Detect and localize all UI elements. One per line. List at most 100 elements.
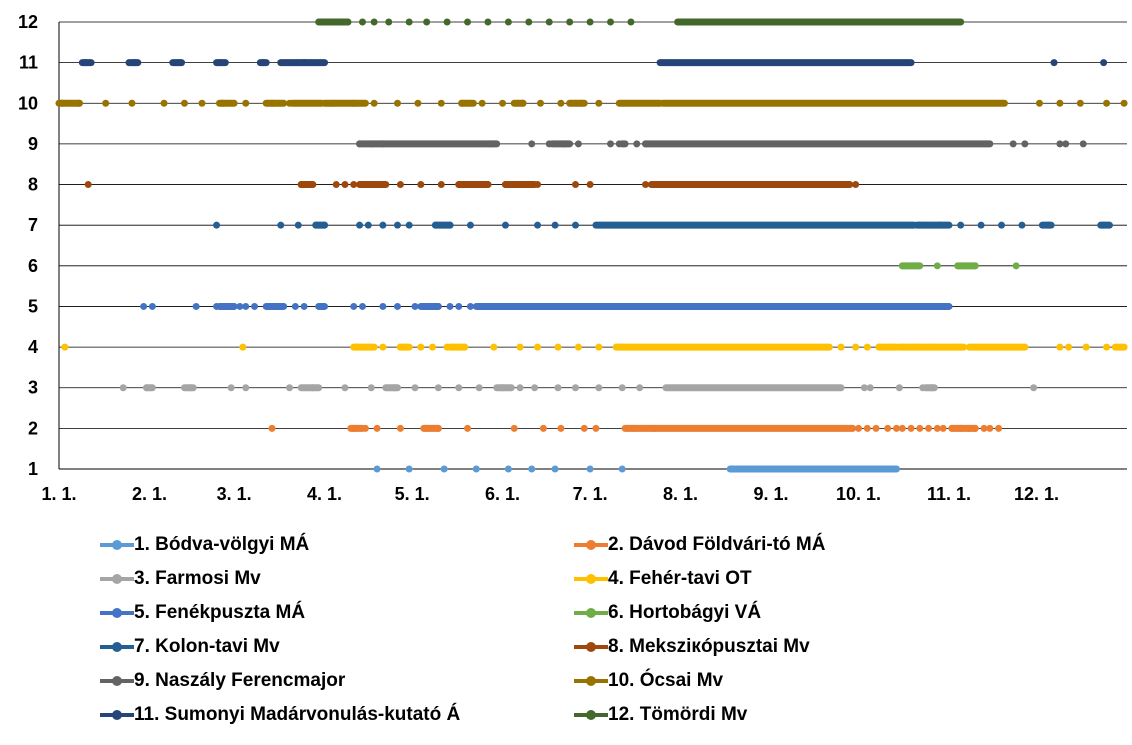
data-point — [329, 99, 337, 107]
legend-item: 7. Kolon-tavi Mv — [100, 630, 574, 664]
data-point — [1076, 99, 1084, 107]
data-point — [863, 343, 871, 351]
data-point — [571, 221, 579, 229]
data-point — [370, 18, 378, 26]
data-point — [1044, 221, 1052, 229]
data-point — [580, 424, 588, 432]
data-point — [393, 302, 401, 310]
data-point — [933, 424, 941, 432]
data-point — [592, 424, 600, 432]
data-point — [61, 343, 69, 351]
legend-item: 1. Bódva-völgyi MÁ — [100, 528, 574, 562]
data-point — [396, 343, 404, 351]
data-point — [595, 343, 603, 351]
data-point — [198, 99, 206, 107]
legend-label: 10. Ócsai Mv — [608, 670, 724, 691]
data-point — [504, 465, 512, 473]
data-point — [358, 302, 366, 310]
data-point — [855, 424, 863, 432]
data-point — [259, 59, 267, 67]
data-point — [140, 302, 148, 310]
data-point — [472, 465, 480, 473]
data-point — [434, 302, 442, 310]
legend-item: 8. Meksziкópusztai Mv — [574, 630, 994, 664]
data-point — [475, 384, 483, 392]
data-point — [571, 384, 579, 392]
data-point — [499, 99, 507, 107]
data-range — [288, 99, 326, 107]
data-point — [837, 343, 845, 351]
y-tick-label: 5 — [28, 296, 38, 316]
data-point — [464, 181, 472, 189]
data-point — [350, 424, 358, 432]
data-point — [128, 99, 136, 107]
data-point — [1056, 343, 1064, 351]
data-point — [574, 343, 582, 351]
series-8 — [84, 181, 860, 189]
data-point — [957, 424, 965, 432]
legend-swatch — [574, 573, 608, 585]
x-tick-label: 12. 1. — [1014, 484, 1059, 504]
data-point — [437, 99, 445, 107]
legend-label: 4. Fehér-tavi OT — [608, 568, 752, 589]
y-tick-label: 6 — [28, 256, 38, 276]
data-point — [75, 99, 83, 107]
data-point — [440, 465, 448, 473]
legend-label: 1. Bódva-völgyi MÁ — [134, 534, 310, 555]
data-point — [1103, 343, 1111, 351]
legend-label: 6. Hortobágyi VÁ — [608, 602, 762, 623]
data-point — [358, 18, 366, 26]
data-point — [1079, 140, 1087, 148]
data-point — [574, 140, 582, 148]
data-point — [475, 302, 483, 310]
y-tick-label: 7 — [28, 215, 38, 235]
x-tick-label: 10. 1. — [836, 484, 881, 504]
data-point — [980, 424, 988, 432]
data-point — [534, 343, 542, 351]
legend-swatch — [100, 573, 134, 585]
data-point — [998, 221, 1006, 229]
legend-swatch — [574, 709, 608, 721]
legend-label: 7. Kolon-tavi Mv — [134, 636, 280, 657]
data-point — [218, 99, 226, 107]
y-tick-label: 12 — [18, 12, 38, 32]
data-point — [1100, 221, 1108, 229]
data-point — [892, 424, 900, 432]
data-point — [913, 262, 921, 270]
data-range — [1111, 343, 1128, 351]
data-point — [429, 302, 437, 310]
data-point — [863, 424, 871, 432]
data-point — [890, 343, 898, 351]
data-point — [391, 384, 399, 392]
data-point — [925, 424, 933, 432]
data-point — [554, 343, 562, 351]
legend-swatch — [100, 539, 134, 551]
data-point — [478, 99, 486, 107]
data-range — [472, 302, 953, 310]
data-point — [464, 424, 472, 432]
data-point — [373, 465, 381, 473]
data-point — [615, 140, 623, 148]
data-range — [321, 99, 369, 107]
legend-swatch — [100, 675, 134, 687]
data-point — [1035, 99, 1043, 107]
series-7 — [213, 221, 1113, 229]
data-point — [1062, 140, 1070, 148]
x-tick-label: 1. 1. — [41, 484, 76, 504]
data-point — [516, 343, 524, 351]
x-tick-label: 6. 1. — [485, 484, 520, 504]
data-point — [405, 465, 413, 473]
legend-item: 12. Tömördi Mv — [574, 698, 994, 732]
legend-label: 2. Dávod Földvári-tó MÁ — [608, 534, 826, 555]
data-point — [131, 59, 139, 67]
data-point — [627, 18, 635, 26]
data-point — [528, 140, 536, 148]
legend-swatch — [100, 641, 134, 653]
data-point — [423, 424, 431, 432]
data-point — [595, 99, 603, 107]
x-tick-label: 4. 1. — [307, 484, 342, 504]
legend-swatch — [574, 607, 608, 619]
data-range — [965, 343, 1029, 351]
data-point — [84, 181, 92, 189]
